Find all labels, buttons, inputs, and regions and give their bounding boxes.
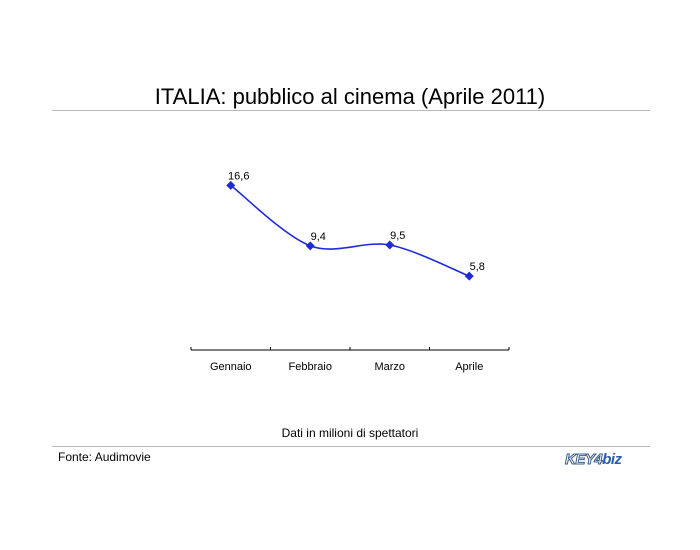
line-chart: Gennaio Febbraio Marzo Aprile 16,6 9,4 9,5 5,8 xyxy=(190,170,510,373)
data-label: 5,8 xyxy=(470,261,485,273)
data-point xyxy=(385,240,395,250)
x-axis: Gennaio Febbraio Marzo Aprile xyxy=(190,347,510,373)
data-point xyxy=(464,271,474,281)
data-point xyxy=(305,241,315,251)
footer-divider xyxy=(52,446,650,447)
series-line-layer xyxy=(226,180,474,281)
x-tick-label: Marzo xyxy=(374,361,405,373)
x-tick-label: Gennaio xyxy=(210,361,252,373)
title-divider xyxy=(52,110,650,111)
x-tick-label: Aprile xyxy=(455,361,483,373)
data-point xyxy=(226,180,236,190)
series-line xyxy=(230,184,470,277)
source-text: Fonte: Audimovie xyxy=(58,450,151,464)
data-label: 9,4 xyxy=(311,231,326,243)
data-label-layer: 16,6 9,4 9,5 5,8 xyxy=(228,170,485,273)
data-label: 16,6 xyxy=(228,170,249,182)
unit-note: Dati in milioni di spettatori xyxy=(281,426,419,440)
chart-title: ITALIA: pubblico al cinema (Aprile 2011) xyxy=(154,84,546,109)
key4biz-logo: KEY4biz xyxy=(564,451,622,469)
x-tick-label: Febbraio xyxy=(289,361,332,373)
data-label: 9,5 xyxy=(390,230,405,242)
